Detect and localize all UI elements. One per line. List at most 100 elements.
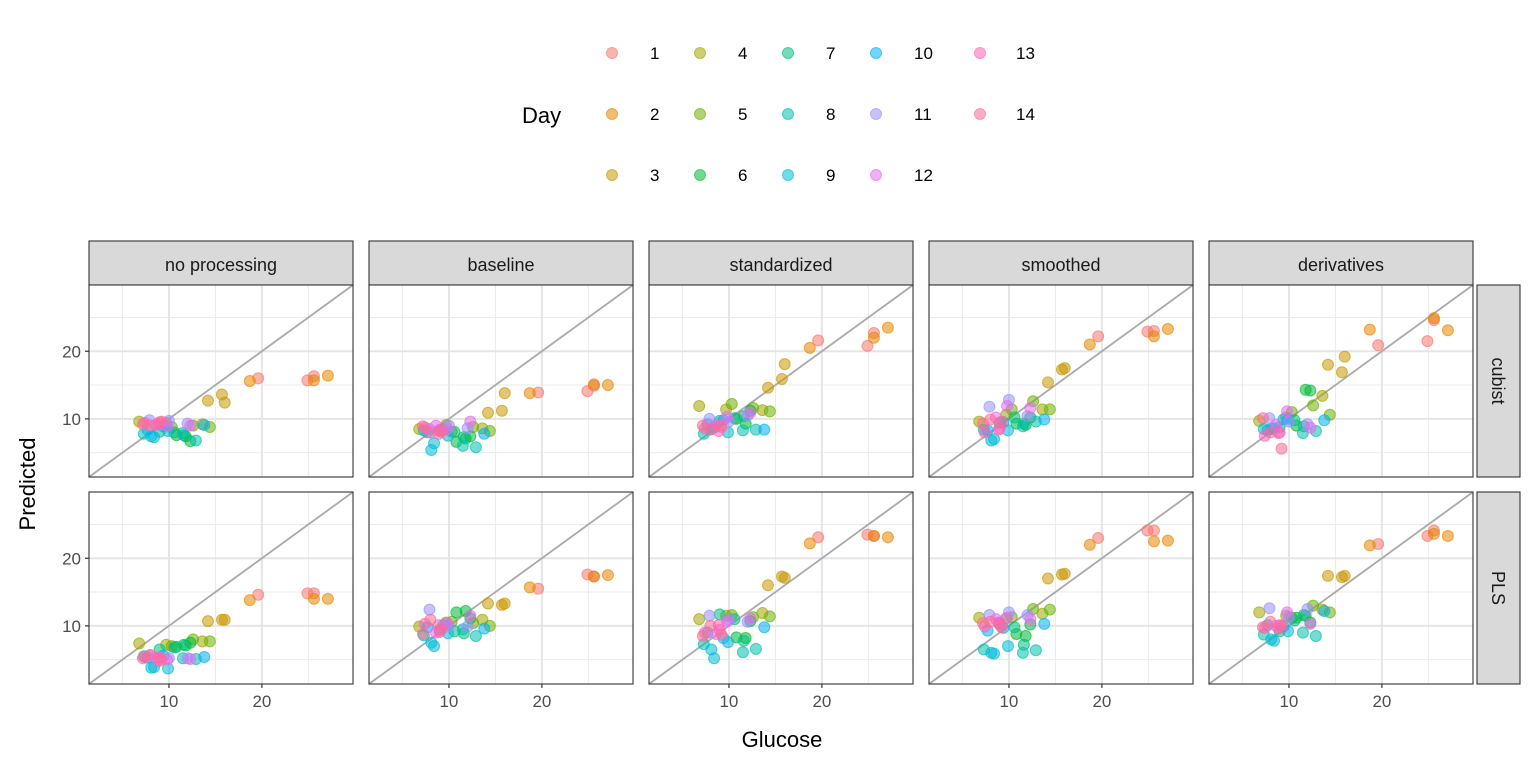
- point-day-3: [1338, 569, 1351, 582]
- point-day-2: [1441, 529, 1454, 542]
- point-day-14: [704, 619, 717, 632]
- point-day-2: [307, 592, 320, 605]
- point-day-8: [469, 441, 482, 454]
- point-day-2: [601, 379, 614, 392]
- strip-standardized: [648, 240, 914, 286]
- point-day-14: [155, 653, 168, 666]
- point-day-14: [704, 423, 717, 436]
- point-day-2: [1363, 539, 1376, 552]
- point-day-3: [778, 571, 791, 584]
- strip-label-PLS: PLS: [1488, 571, 1508, 605]
- legend-label-day-1: 1: [650, 44, 659, 63]
- point-day-11: [1282, 415, 1295, 428]
- x-tick-label: 10: [999, 692, 1018, 711]
- point-day-14: [715, 628, 728, 641]
- point-day-14: [435, 425, 448, 438]
- x-tick-label: 10: [719, 692, 738, 711]
- point-day-2: [1083, 338, 1096, 351]
- point-day-14: [984, 413, 997, 426]
- point-day-14: [1256, 412, 1269, 425]
- point-day-9: [148, 431, 161, 444]
- panel-PLS-baseline: 10 20: [368, 491, 634, 711]
- point-day-11: [703, 609, 716, 622]
- strip-smoothed: [928, 240, 1194, 286]
- legend-key-day-3: [606, 169, 618, 181]
- point-day-3: [498, 387, 511, 400]
- point-day-12: [1304, 421, 1317, 434]
- x-axis-title: Glucose: [742, 727, 823, 752]
- point-day-10: [1038, 617, 1051, 630]
- point-day-3: [498, 597, 511, 610]
- point-day-2: [601, 569, 614, 582]
- x-tick-label: 20: [1372, 692, 1391, 711]
- point-day-10: [1318, 414, 1331, 427]
- panel-border: [88, 284, 354, 478]
- point-day-14: [155, 415, 168, 428]
- point-day-11: [1301, 602, 1314, 615]
- point-day-8: [176, 427, 189, 440]
- legend-key-day-10: [870, 47, 882, 59]
- point-day-14: [1264, 615, 1277, 628]
- legend-label-day-12: 12: [914, 166, 933, 185]
- point-day-10: [758, 423, 771, 436]
- point-day-11: [461, 620, 474, 633]
- point-day-2: [587, 570, 600, 583]
- strip-label-smoothed: smoothed: [1021, 255, 1100, 275]
- point-day-12: [1304, 617, 1317, 630]
- point-day-3: [1321, 358, 1334, 371]
- point-day-14: [416, 627, 429, 640]
- point-day-2: [1161, 322, 1174, 335]
- point-day-8: [456, 439, 469, 452]
- strip-label-no-processing: no processing: [165, 255, 277, 275]
- x-tick-label: 20: [812, 692, 831, 711]
- point-day-12: [1024, 613, 1037, 626]
- point-day-4: [133, 637, 146, 650]
- point-day-6: [1304, 384, 1317, 397]
- y-tick-label: 10: [62, 617, 81, 636]
- point-day-2: [587, 378, 600, 391]
- identity-line: [1208, 491, 1474, 685]
- point-day-5: [1043, 403, 1056, 416]
- legend-label-day-13: 13: [1016, 44, 1035, 63]
- point-day-2: [1083, 538, 1096, 551]
- point-day-2: [803, 341, 816, 354]
- panel-border: [648, 491, 914, 685]
- point-day-10: [1038, 413, 1051, 426]
- panel-border: [368, 284, 634, 478]
- identity-line: [928, 284, 1194, 478]
- x-tick-label: 10: [159, 692, 178, 711]
- point-day-3: [201, 615, 214, 628]
- strip-label-baseline: baseline: [467, 255, 534, 275]
- point-day-8: [1016, 646, 1029, 659]
- point-day-3: [481, 597, 494, 610]
- point-day-3: [1321, 569, 1334, 582]
- point-day-2: [321, 369, 334, 382]
- point-day-3: [201, 394, 214, 407]
- point-day-10: [198, 418, 211, 431]
- legend-label-day-6: 6: [738, 166, 747, 185]
- point-day-14: [995, 621, 1008, 634]
- point-day-9: [428, 437, 441, 450]
- panel-cubist-baseline: [368, 284, 634, 478]
- point-day-3: [1041, 376, 1054, 389]
- point-day-12: [744, 406, 757, 419]
- point-day-14: [984, 615, 997, 628]
- point-day-1: [252, 588, 265, 601]
- point-day-5: [725, 397, 738, 410]
- point-day-9: [1268, 634, 1281, 647]
- point-day-2: [243, 594, 256, 607]
- point-day-14: [424, 426, 437, 439]
- point-day-1: [1421, 335, 1434, 348]
- point-day-3: [495, 404, 508, 417]
- point-day-14: [1275, 442, 1288, 455]
- panels: no processing baseline standardized smoothe…: [62, 240, 1521, 711]
- panel-cubist-smoothed: [928, 284, 1194, 478]
- point-day-14: [995, 415, 1008, 428]
- strip-baseline: [368, 240, 634, 286]
- point-day-2: [1427, 527, 1440, 540]
- point-day-7: [737, 634, 750, 647]
- y-tick-label: 10: [62, 410, 81, 429]
- y-tick-label: 20: [62, 549, 81, 568]
- point-day-3: [1335, 366, 1348, 379]
